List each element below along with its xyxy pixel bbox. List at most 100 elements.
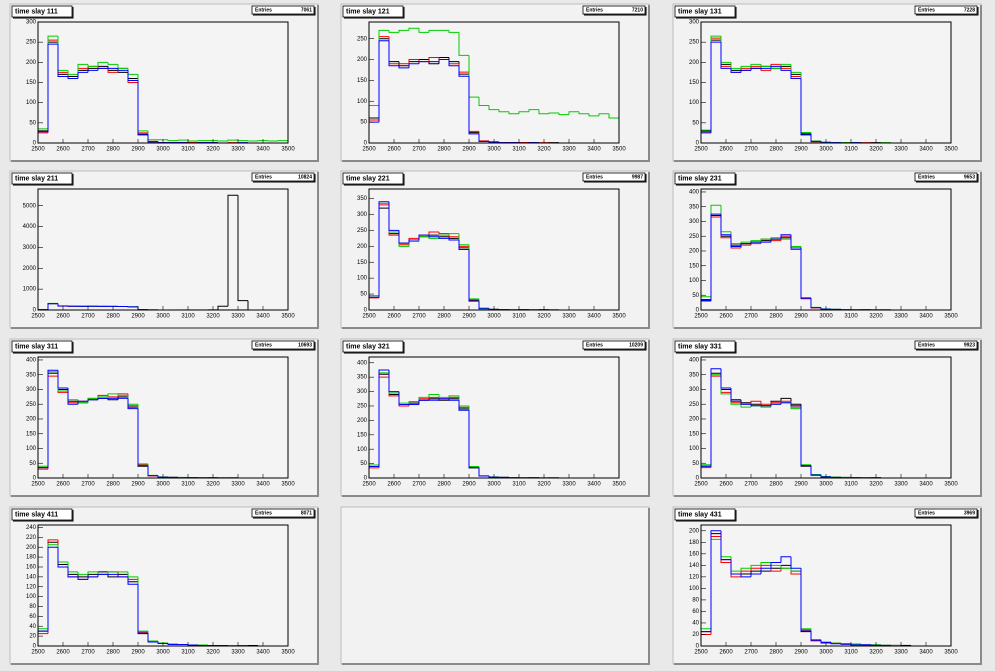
histogram-bin (167, 643, 178, 646)
histogram-bin (47, 369, 58, 468)
panel-bevel (11, 5, 319, 162)
stats-value: 10209 (629, 342, 643, 348)
histogram-bin (137, 584, 148, 634)
histogram-bin (87, 69, 98, 73)
histogram-bin (840, 643, 851, 645)
stats-shadow (916, 7, 979, 16)
histogram-bin (740, 65, 751, 69)
histogram-bin (608, 113, 619, 143)
x-tick-label: 2900 (794, 482, 808, 488)
y-tick-label: 350 (357, 196, 368, 202)
y-tick-label: 3000 (23, 245, 37, 251)
histogram-bin (870, 644, 881, 646)
histogram-bin (67, 387, 78, 405)
histogram-bin (770, 238, 781, 243)
x-tick-label: 2500 (694, 314, 708, 320)
x-tick-label: 3000 (156, 314, 170, 320)
histogram-bin (147, 134, 158, 143)
panel-title: time slay 111 (15, 8, 58, 15)
y-tick-label: 250 (689, 234, 700, 240)
histogram-bin (710, 213, 721, 301)
stats-label: Entries (586, 342, 603, 348)
x-tick-label: 2600 (387, 482, 401, 488)
x-tick-label: 3500 (281, 482, 295, 488)
histogram-bin (57, 547, 68, 568)
y-tick-label: 400 (26, 358, 37, 364)
x-tick-label: 3100 (512, 314, 526, 320)
x-tick-label: 3400 (919, 314, 933, 320)
plot-area (701, 357, 951, 478)
histogram-bin (598, 113, 609, 116)
x-tick-label: 3500 (612, 482, 626, 488)
histogram-panel: 0 50 100 150 200 250 300 2500 2600 2700 2800 2900 30… (9, 3, 319, 162)
histogram-bin (369, 119, 379, 143)
x-tick-label: 3000 (819, 314, 833, 320)
histogram-bin (227, 139, 238, 141)
histogram-bin (67, 76, 78, 79)
x-tick-label: 2600 (719, 147, 733, 153)
x-tick-label: 2500 (362, 147, 376, 153)
y-tick-label: 350 (357, 375, 368, 381)
y-tick-label: 100 (26, 594, 37, 600)
x-tick-label: 2700 (81, 147, 95, 153)
stats-value: 7061 (301, 7, 312, 13)
stats-value: 10693 (298, 342, 312, 348)
histogram-bin (770, 403, 781, 406)
histogram-bin (701, 300, 711, 310)
histogram-bin (369, 464, 379, 478)
x-tick-label: 2500 (362, 482, 376, 488)
x-tick-label: 3200 (869, 482, 883, 488)
y-tick-label: 2000 (23, 266, 37, 272)
histogram-bin (701, 299, 711, 310)
histogram-bin (578, 111, 589, 115)
histogram-bin (97, 67, 108, 71)
histogram-bin (790, 70, 801, 79)
x-tick-label: 3100 (844, 482, 858, 488)
x-tick-label: 3000 (156, 482, 170, 488)
histogram-bin (408, 401, 419, 404)
title-shadow (344, 342, 405, 354)
histogram-bin (780, 66, 791, 71)
histogram-bin (488, 141, 499, 143)
x-tick-label: 3100 (181, 314, 195, 320)
y-tick-label: 240 (26, 525, 37, 531)
histogram-bin (830, 476, 841, 478)
histogram-bin (730, 68, 741, 73)
histogram-bin (47, 546, 58, 632)
title-shadow (13, 174, 74, 186)
histogram-panel: 0 50 100 150 200 250 300 350 400 2500 2600 2700 2800… (672, 170, 982, 329)
histogram-panel: 0 50 100 150 200 250 300 2500 2600 2700 2800 2900 30… (672, 3, 982, 162)
x-tick-label: 2500 (694, 650, 708, 656)
histogram-panel: 0 50 100 150 200 250 300 350 400 2500 2600 2700 2800… (9, 338, 319, 497)
histogram-bin (448, 233, 459, 236)
histogram-bin (780, 397, 791, 402)
histogram-panel: 0 20 40 60 80 100 120 140 160 180 200 220 240 2500 260… (9, 506, 319, 665)
x-tick-label: 3100 (844, 650, 858, 656)
x-tick-label: 2600 (719, 314, 733, 320)
x-tick-label: 2600 (56, 482, 70, 488)
histogram-bin (87, 571, 98, 575)
y-tick-label: 200 (357, 418, 368, 424)
stats-value: 7228 (964, 7, 975, 13)
histogram-bin (408, 239, 419, 244)
y-tick-label: 200 (26, 417, 37, 423)
x-tick-label: 3200 (537, 482, 551, 488)
stats-value: 7210 (632, 7, 643, 13)
histogram-bin (38, 465, 48, 478)
histogram-bin (720, 530, 731, 561)
x-tick-label: 2800 (437, 482, 451, 488)
y-tick-label: 0 (696, 644, 700, 650)
x-tick-label: 2800 (769, 482, 783, 488)
histogram-bin (388, 30, 399, 33)
x-tick-label: 2600 (387, 314, 401, 320)
histogram-bin (478, 133, 489, 142)
panel-bevel (674, 5, 982, 162)
x-tick-label: 2800 (106, 314, 120, 320)
histogram-bin (388, 369, 399, 393)
y-tick-label: 150 (689, 80, 700, 86)
y-tick-label: 60 (692, 609, 699, 615)
x-tick-label: 2600 (719, 650, 733, 656)
stats-box (914, 172, 978, 182)
histogram-bin (87, 399, 98, 402)
y-tick-label: 4000 (23, 224, 37, 230)
